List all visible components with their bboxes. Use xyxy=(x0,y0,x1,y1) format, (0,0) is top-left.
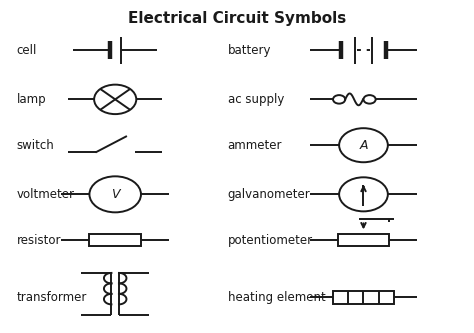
Text: ac supply: ac supply xyxy=(228,93,284,106)
Text: Electrical Circuit Symbols: Electrical Circuit Symbols xyxy=(128,11,346,26)
Text: potentiometer: potentiometer xyxy=(228,234,313,247)
Bar xyxy=(333,291,394,304)
Text: ammeter: ammeter xyxy=(228,139,282,152)
Text: transformer: transformer xyxy=(17,291,87,304)
Text: switch: switch xyxy=(17,139,55,152)
Text: voltmeter: voltmeter xyxy=(17,188,75,201)
Text: lamp: lamp xyxy=(17,93,46,106)
Text: galvanometer: galvanometer xyxy=(228,188,310,201)
Text: V: V xyxy=(111,188,119,201)
Text: A: A xyxy=(359,139,368,152)
Text: resistor: resistor xyxy=(17,234,61,247)
Text: cell: cell xyxy=(17,44,37,57)
Bar xyxy=(90,234,141,246)
Bar xyxy=(337,234,389,246)
Text: battery: battery xyxy=(228,44,271,57)
Text: heating element: heating element xyxy=(228,291,325,304)
